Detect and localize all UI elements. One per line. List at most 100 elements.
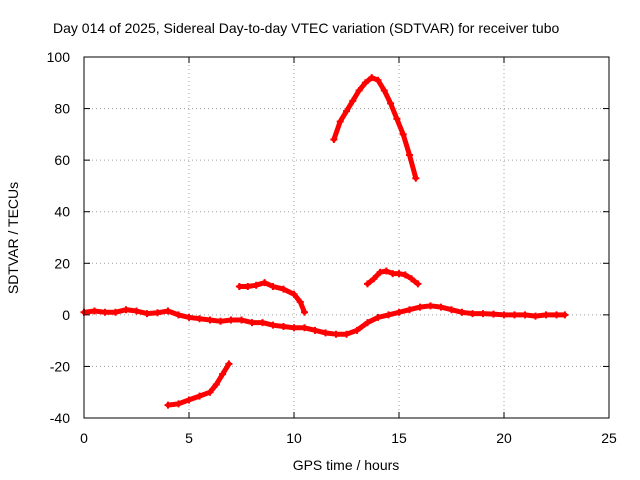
data-point: [395, 308, 403, 316]
data-point: [217, 317, 224, 325]
series-arc-peak: [330, 74, 420, 182]
data-point: [164, 307, 172, 315]
grid: [84, 57, 609, 418]
data-point: [336, 117, 344, 125]
data-point: [259, 319, 266, 327]
data-point: [395, 270, 403, 278]
data-point: [448, 306, 455, 314]
data-point: [406, 151, 413, 159]
data-point: [238, 316, 245, 324]
data-point: [532, 312, 539, 320]
data-point: [101, 308, 109, 316]
data-point: [332, 330, 340, 338]
data-point: [244, 282, 252, 290]
data-point: [227, 316, 235, 324]
data-point: [393, 115, 401, 123]
data-point: [330, 136, 338, 144]
y-tick-label: 60: [54, 152, 70, 168]
x-tick-label: 15: [391, 430, 407, 446]
data-point: [380, 87, 388, 95]
data-point: [355, 87, 363, 95]
data-point: [269, 282, 277, 290]
data-point: [364, 280, 371, 288]
data-point: [175, 311, 182, 319]
data-point: [376, 268, 384, 276]
x-tick-label: 25: [601, 430, 617, 446]
data-point: [385, 311, 392, 319]
data-point: [412, 174, 420, 182]
x-tick-label: 10: [286, 430, 302, 446]
data-point: [301, 324, 308, 332]
data-point: [290, 290, 298, 298]
plot-frame: [83, 56, 610, 419]
series-arc-positive-low: [235, 279, 308, 316]
data-point: [269, 321, 277, 329]
data-point: [164, 401, 172, 409]
data-point: [112, 308, 119, 316]
data-point: [235, 282, 243, 290]
data-point: [225, 360, 233, 368]
data-point: [361, 79, 369, 87]
data-point: [370, 275, 378, 283]
data-point: [521, 311, 529, 319]
y-tick-label: -40: [50, 410, 70, 426]
data-point: [343, 107, 350, 115]
data-point: [296, 298, 304, 306]
data-point: [427, 302, 434, 310]
data-point: [511, 311, 518, 319]
data-point: [196, 392, 203, 400]
data-point: [364, 319, 371, 327]
y-tick-label: -20: [50, 358, 70, 374]
data-point: [175, 400, 182, 408]
data-point: [542, 311, 550, 319]
y-tick-label: 0: [62, 307, 70, 323]
data-point: [349, 97, 357, 105]
data-point: [387, 99, 395, 107]
x-tick-label: 20: [496, 430, 512, 446]
data-point: [185, 396, 193, 404]
y-axis-ticks: -40 -20 0 20 40 60 80 100: [47, 49, 609, 426]
data-point: [401, 271, 409, 279]
data-point: [185, 313, 193, 321]
data-point: [154, 309, 161, 317]
data-point: [133, 307, 140, 315]
data-point: [500, 311, 508, 319]
data-point: [122, 306, 130, 314]
data-point: [374, 76, 382, 84]
y-tick-label: 80: [54, 101, 70, 117]
data-point: [561, 311, 569, 319]
y-tick-label: 20: [54, 255, 70, 271]
y-tick-label: 100: [47, 49, 71, 65]
data-point: [196, 315, 203, 323]
data-point: [399, 130, 407, 138]
chart-title: Day 014 of 2025, Sidereal Day-to-day VTE…: [53, 20, 560, 36]
data-point: [280, 322, 287, 330]
data-point: [261, 279, 269, 287]
data-point: [219, 370, 227, 378]
series-arc-baseline-1: [80, 302, 569, 338]
data-point: [458, 308, 466, 316]
x-tick-label: 5: [185, 430, 193, 446]
data-point: [290, 324, 298, 332]
data-point: [389, 270, 397, 278]
x-axis-ticks: 0 5 10 15 20 25: [80, 57, 617, 446]
data-point: [353, 326, 361, 334]
data-point: [368, 74, 376, 82]
x-tick-label: 0: [80, 430, 88, 446]
y-axis-label: SDTVAR / TECUs: [5, 182, 21, 294]
data-point: [469, 310, 476, 318]
x-axis-label: GPS time / hours: [293, 457, 400, 473]
data-point: [406, 306, 413, 314]
series-trace: [81, 303, 568, 337]
data-point: [414, 280, 422, 288]
data-point: [206, 316, 214, 324]
data-point: [311, 326, 319, 334]
data-point: [408, 275, 416, 283]
data-point: [248, 319, 256, 327]
data-point: [416, 303, 424, 311]
data-point: [280, 285, 287, 293]
data-points: [80, 74, 569, 409]
data-point: [479, 310, 487, 318]
data-point: [212, 380, 220, 388]
